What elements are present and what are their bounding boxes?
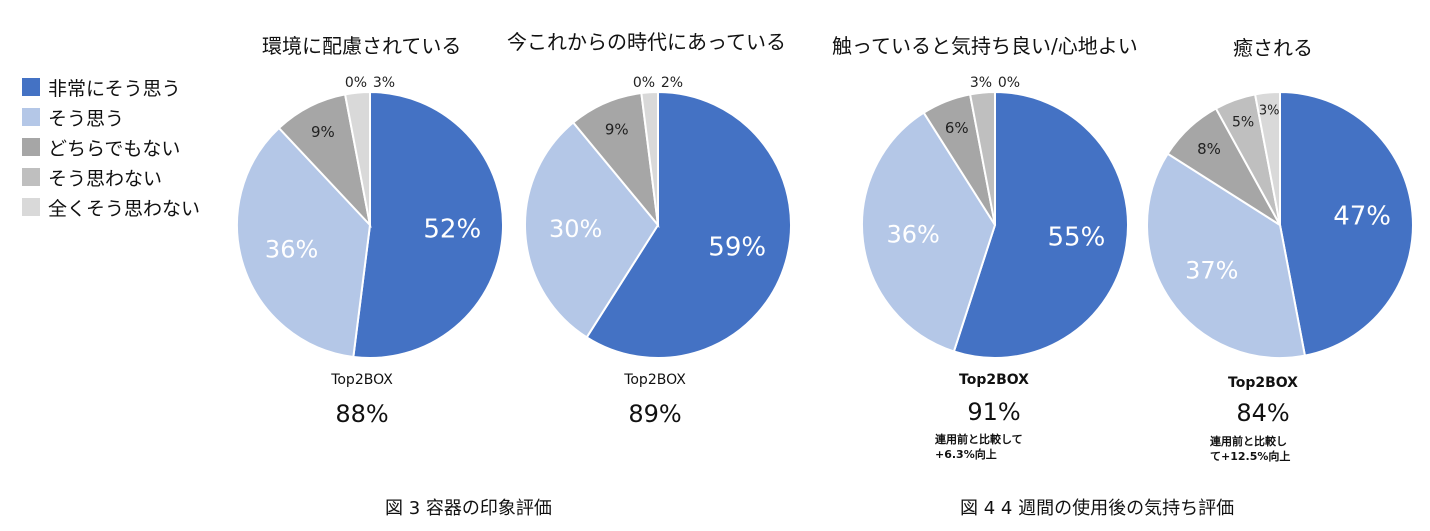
top2-label: Top2BOX <box>331 372 393 388</box>
slice-label: 9% <box>311 123 335 141</box>
pie-slice <box>968 90 996 226</box>
pie-slice <box>236 126 372 359</box>
top2-value: 84% <box>1236 399 1290 427</box>
slice-label: 55% <box>1048 222 1106 252</box>
slice-label: 37% <box>1185 256 1238 284</box>
legend-label: どちらでもない <box>48 137 181 160</box>
top2-value: 88% <box>335 400 389 428</box>
legend-swatch <box>22 138 40 156</box>
slice-label: 3% <box>373 75 395 91</box>
legend-swatch <box>22 168 40 186</box>
pie-slice <box>640 90 659 226</box>
top2-label: Top2BOX <box>959 372 1029 388</box>
pie-slice <box>343 90 371 226</box>
slice-label: 0% <box>345 75 367 91</box>
pie-slice <box>585 90 792 359</box>
chart-title: 触っていると気持ち良い/心地よい <box>832 34 1138 58</box>
improvement-note: 連用前と比較し て+12.5%向上 <box>1210 435 1291 463</box>
slice-label: 36% <box>887 220 940 248</box>
slice-label: 8% <box>1197 140 1221 158</box>
slice-label: 59% <box>708 233 766 263</box>
legend-item: そう思う <box>22 102 200 132</box>
slice-label: 0% <box>998 75 1020 91</box>
slice-label: 9% <box>605 120 629 138</box>
legend-label: そう思わない <box>48 167 163 190</box>
chart-title: 癒される <box>1233 36 1313 60</box>
pie-slice <box>1253 90 1281 226</box>
pie-slice <box>861 111 997 353</box>
pie-slice <box>1146 152 1307 359</box>
legend-item: どちらでもない <box>22 132 200 162</box>
legend-swatch <box>22 78 40 96</box>
pie-chart: 52% 36% 9% 0% 3% <box>236 75 505 359</box>
pie-slice <box>952 90 1129 359</box>
legend-swatch <box>22 108 40 126</box>
legend-item: 非常にそう思う <box>22 72 200 102</box>
pie-chart: 47% 37% 8% 5% 3% <box>1146 90 1414 359</box>
slice-label: 5% <box>1232 114 1254 130</box>
slice-label: 30% <box>549 215 602 243</box>
legend: 非常にそう思う そう思う どちらでもない そう思わない 全くそう思わない <box>22 72 200 222</box>
pie-chart: 59% 30% 9% 0% 2% <box>524 75 792 359</box>
legend-swatch <box>22 198 40 216</box>
slice-label: 2% <box>661 75 683 91</box>
legend-label: 全くそう思わない <box>48 197 201 220</box>
top2-label: Top2BOX <box>624 372 686 388</box>
chart-title: 環境に配慮されている <box>262 34 462 58</box>
pie-chart: 55% 36% 6% 3% 0% <box>861 75 1129 359</box>
top2-value: 89% <box>628 400 682 428</box>
pie-slice <box>524 121 660 339</box>
top2-label: Top2BOX <box>1228 375 1298 391</box>
slice-label: 0% <box>633 75 655 91</box>
legend-item: 全くそう思わない <box>22 192 200 222</box>
slice-label: 3% <box>970 75 992 91</box>
legend-item: そう思わない <box>22 162 200 192</box>
legend-label: そう思う <box>48 107 125 130</box>
slice-label: 36% <box>265 236 318 264</box>
slice-label: 3% <box>1259 104 1280 119</box>
figure-caption: 図 4 4 週間の使用後の気持ち評価 <box>960 498 1235 519</box>
slice-label: 52% <box>423 215 481 245</box>
slice-label: 47% <box>1333 202 1391 232</box>
legend-label: 非常にそう思う <box>48 77 181 100</box>
chart-title: 今これからの時代にあっている <box>507 30 786 54</box>
pie-slice <box>1279 90 1414 357</box>
pie-slice <box>352 90 505 359</box>
slice-label: 6% <box>945 119 969 137</box>
figure-caption: 図 3 容器の印象評価 <box>385 498 552 519</box>
improvement-note: 連用前と比較して +6.3%向上 <box>935 433 1023 461</box>
top2-value: 91% <box>967 398 1021 426</box>
